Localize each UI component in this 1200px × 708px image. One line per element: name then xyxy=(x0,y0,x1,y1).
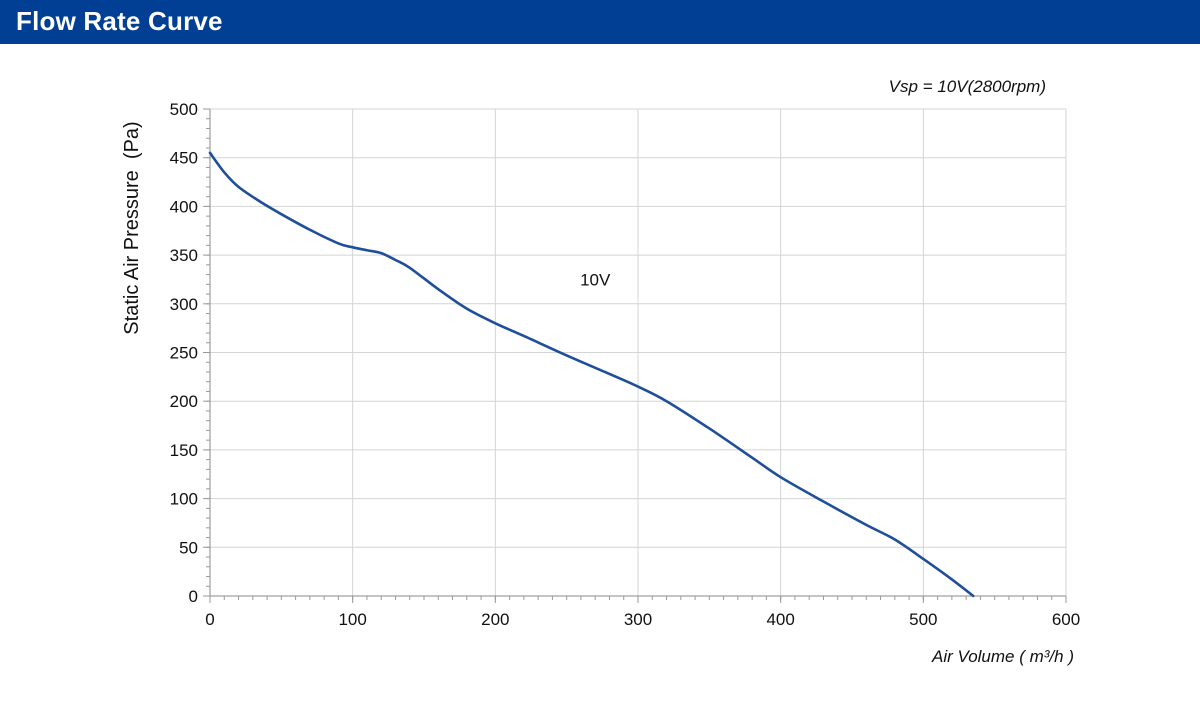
header-bar: Flow Rate Curve xyxy=(0,0,1200,44)
y-tick-label: 500 xyxy=(170,100,198,119)
x-tick-label: 500 xyxy=(909,610,937,629)
y-tick-label: 100 xyxy=(170,490,198,509)
y-tick-label: 50 xyxy=(179,538,198,557)
chart-subtitle: Vsp = 10V(2800rpm) xyxy=(889,77,1046,96)
chart-ticks: 0 50 100 150 200 250 300 350 400 450 500 0 100 200 300… xyxy=(170,100,1081,629)
x-tick-label: 400 xyxy=(766,610,794,629)
y-tick-label: 450 xyxy=(170,149,198,168)
y-tick-label: 200 xyxy=(170,392,198,411)
x-tick-label: 200 xyxy=(481,610,509,629)
chart-series xyxy=(208,151,975,598)
x-tick-label: 600 xyxy=(1052,610,1080,629)
chart-labels: 10V Vsp = 10V(2800rpm) Air Volume ( m³/h )… xyxy=(121,77,1074,666)
y-tick-label: 250 xyxy=(170,344,198,363)
y-tick-label: 150 xyxy=(170,441,198,460)
series-line-10V xyxy=(208,151,975,598)
y-tick-label: 0 xyxy=(189,587,198,606)
x-tick-label: 0 xyxy=(205,610,214,629)
series-label: 10V xyxy=(580,270,611,289)
y-tick-label: 300 xyxy=(170,295,198,314)
chart-grid xyxy=(209,108,1067,597)
x-axis-label: Air Volume ( m³/h ) xyxy=(931,647,1074,666)
page-title: Flow Rate Curve xyxy=(16,6,223,36)
x-tick-label: 300 xyxy=(624,610,652,629)
y-tick-label: 400 xyxy=(170,197,198,216)
x-tick-label: 100 xyxy=(338,610,366,629)
y-axis-label: Static Air Pressure (Pa) xyxy=(121,121,143,334)
y-tick-label: 350 xyxy=(170,246,198,265)
